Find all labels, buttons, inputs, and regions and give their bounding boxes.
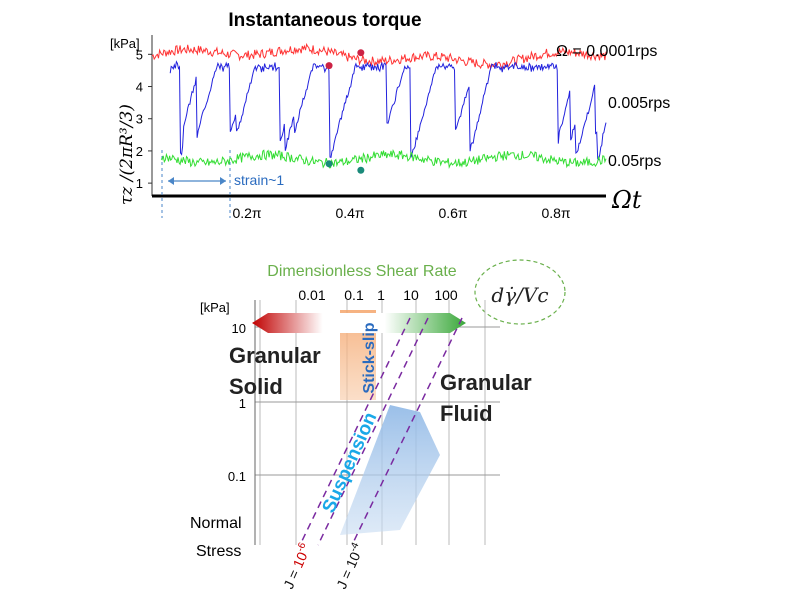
data-marker [325,62,333,70]
j-line-1e-4 [351,317,463,546]
x-tick-label: 0.2π [232,205,261,221]
j-label-1e-4: J = 10-4 [332,541,367,592]
strain-arrow-head-right [220,177,226,185]
normal-stress-label-line2: Stress [196,543,241,560]
series-label: 0.005rps [608,95,670,112]
shear-rate-bubble [474,259,566,325]
series-line-0 [151,42,607,70]
j-label-value: 10 [342,549,363,570]
series-line-2 [160,149,607,169]
stress-tick: 1 [239,396,246,411]
series-line-1 [169,60,607,161]
series-label: 0.05rps [608,153,661,170]
stress-ticks: 10 1 0.1 [228,321,246,484]
x-axis-label: Ωt [611,186,642,214]
solid-fluid-arrow [252,313,466,333]
series-labels: Ω = 0.0001rps 0.005rps 0.05rps [556,43,670,170]
shear-rate-tick: 1 [377,287,385,303]
data-marker [357,166,365,174]
chart-title: Instantaneous torque [228,10,421,31]
j-label-1e-6: J = 10-6 [279,541,314,592]
stress-unit: [kPa] [200,300,230,315]
x-tick-label: 0.8π [541,205,570,221]
granular-solid-label-line1: Granular [229,343,321,368]
marker-group [325,49,365,174]
shear-rate-tick: 100 [434,287,458,303]
strain-arrow-head-left [168,177,174,185]
y-tick-label: 3 [136,112,143,127]
y-tick-label: 5 [136,47,143,62]
y-tick-label: 4 [136,80,143,95]
stress-tick: 0.1 [228,469,246,484]
shear-rate-tick: 0.1 [344,287,364,303]
x-tick-label: 0.6π [438,205,467,221]
shear-rate-tick: 0.01 [298,287,325,303]
y-tick-label: 2 [136,144,143,159]
x-tick-labels: 0.2π 0.4π 0.6π 0.8π [232,205,570,221]
normal-stress-label-line1: Normal [190,515,242,532]
svg-text:J = 10-6: J = 10-6 [279,541,314,592]
granular-fluid-label-line1: Granular [440,370,532,395]
stress-tick: 10 [232,321,246,336]
torque-chart: Instantaneous torque [kPa] τz /(2πR³/3) … [110,10,670,221]
shear-rate-symbol: dγ̇/Vc [491,283,548,307]
j-line-1e-5 [317,317,429,546]
granular-solid-label-line2: Solid [229,374,283,399]
y-axis-label: τz /(2πR³/3) [117,104,137,205]
y-tick-label: 1 [136,176,143,191]
shear-rate-title: Dimensionless Shear Rate [267,263,457,280]
data-marker [357,49,365,57]
strain-annotation: strain~1 [234,172,284,188]
stick-slip-label: Stick-slip [361,322,378,393]
j-label-value: 10 [289,549,310,570]
shear-rate-tick: 10 [403,287,419,303]
shear-rate-ticks: 0.01 0.1 1 10 100 [298,287,458,303]
suspension-region [340,405,440,535]
series-group [151,42,607,169]
phase-diagram: Dimensionless Shear Rate dγ̇/Vc [kPa] 0.… [190,259,566,592]
y-axis-unit: [kPa] [110,36,140,51]
x-tick-label: 0.4π [335,205,364,221]
y-tick-labels: 1 2 3 4 5 [136,47,152,191]
series-label: Ω = 0.0001rps [556,43,657,60]
j-line-1e-6 [299,317,411,546]
granular-fluid-label-line2: Fluid [440,401,493,426]
data-marker [325,160,333,168]
svg-text:J = 10-4: J = 10-4 [332,541,367,592]
